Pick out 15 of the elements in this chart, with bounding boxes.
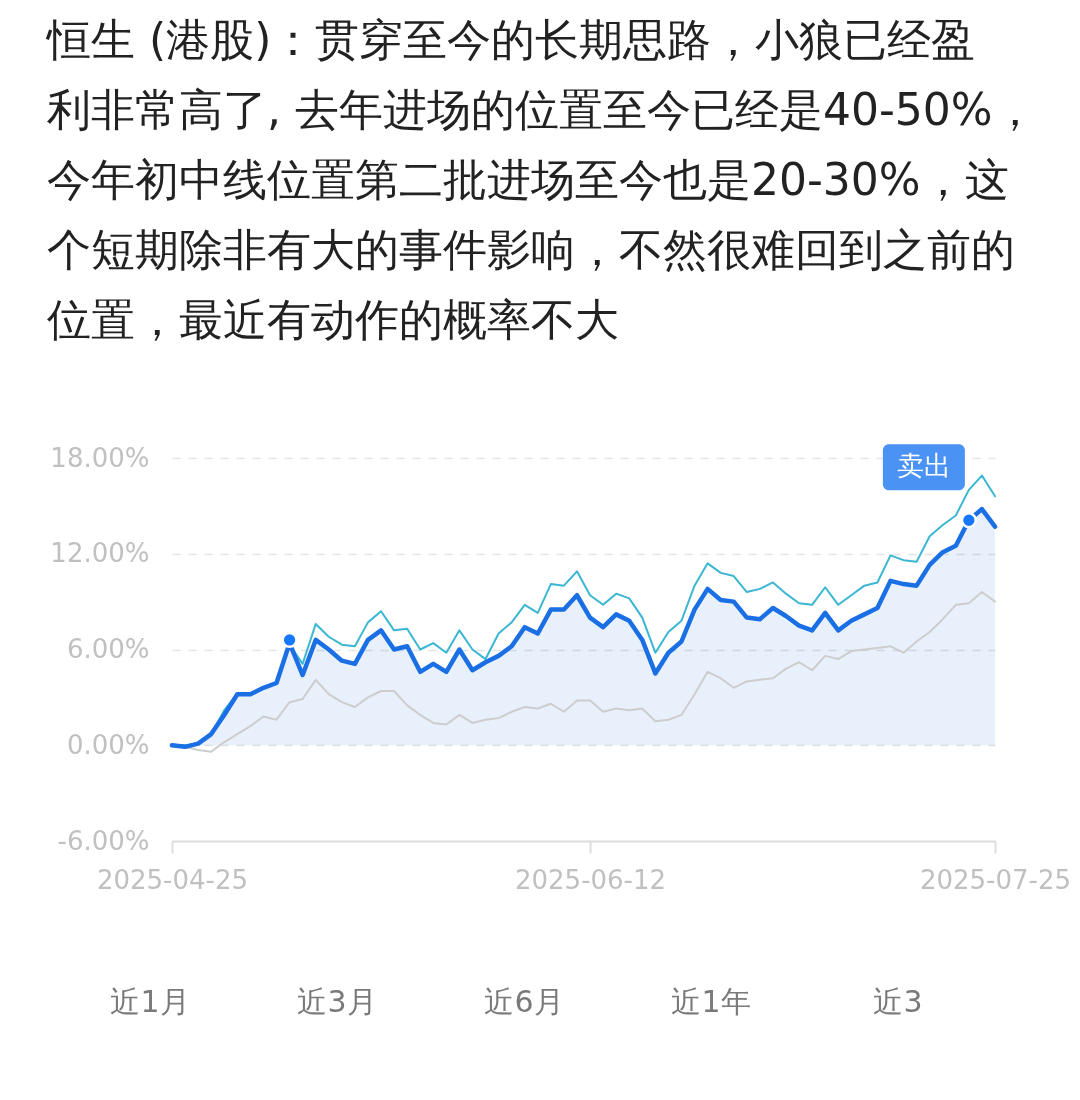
text: 近6月 [484,984,564,1019]
data-label: 卖出 [896,450,951,482]
x-tick-label: 2025-06-12 [514,864,667,895]
y-tick-label: 12.00% [50,538,150,569]
y-tick-label: 0.00% [66,729,150,760]
text: 近3 [873,984,923,1019]
x-tick-label: 2025-04-25 [96,864,249,895]
text: 近1年 [671,984,751,1019]
x-tick-label: 2025-07-25 [919,864,1072,895]
text: 近1月 [110,984,190,1019]
y-tick-label: -6.00% [57,825,150,856]
y-tick-label: 6.00% [66,634,150,664]
y-tick-label: 18.00% [50,442,150,473]
text: 近3月 [297,984,377,1019]
chart-title: 恒生 (港股)：贯穿至今的长期思路，小狼已经盈利非常高了, 去年进场的位置至今已经是40-50%，今年初中线位置第二批进场至今也是20-30%，这个短期除非有大的事件影响，不然很难回到之前的位置，最近有动作的概率不大 [45,14,1037,346]
